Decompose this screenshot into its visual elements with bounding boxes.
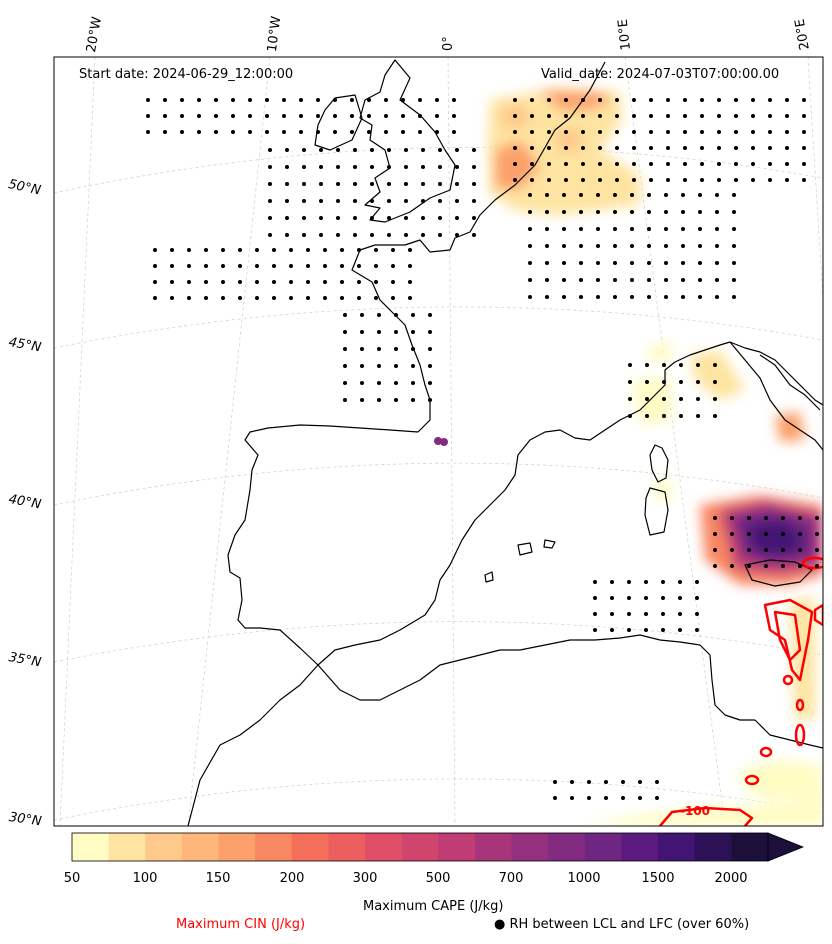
lon-label-10e: 10°E: [615, 18, 634, 52]
cb-tick-1000: 1000: [567, 871, 601, 886]
graticule: [54, 57, 823, 826]
colorbar-segment: [108, 833, 146, 861]
colorbar-segment: [328, 833, 366, 861]
colorbar-segment: [548, 833, 586, 861]
start-date-label: Start date: 2024-06-29_12:00:00: [79, 67, 294, 82]
colorbar-title: Maximum CAPE (J/kg): [363, 899, 504, 914]
colorbar-segment: [694, 833, 732, 861]
valid-date-label: Valid_date: 2024-07-03T07:00:00.00: [541, 67, 780, 82]
colorbar-segment: [218, 833, 256, 861]
cb-tick-500: 500: [425, 871, 451, 886]
colorbar-segment: [621, 833, 659, 861]
colorbar-segment: [365, 833, 403, 861]
rh-dots: [146, 98, 819, 800]
cin-legend-label: Maximum CIN (J/kg): [176, 917, 306, 932]
colorbar-segment: [584, 833, 622, 861]
colorbar-frame: [71, 832, 769, 862]
colorbar-extend-arrow: [767, 832, 805, 862]
colorbar-segment: [658, 833, 696, 861]
cape-shading: [434, 88, 823, 826]
cb-tick-700: 700: [498, 871, 524, 886]
colorbar-segment: [731, 833, 769, 861]
cb-tick-200: 200: [279, 871, 305, 886]
cb-tick-50: 50: [63, 871, 81, 886]
colorbar-segment: [438, 833, 476, 861]
lon-label-0: 0°: [441, 36, 456, 51]
cb-tick-100: 100: [132, 871, 158, 886]
colorbar-segment: [474, 833, 513, 861]
cape-colorbar: [71, 832, 805, 862]
cin-contour-label: -100: [680, 804, 710, 818]
colorbar-segment: [401, 833, 439, 861]
cb-tick-150: 150: [205, 871, 231, 886]
map-frame: [53, 56, 824, 827]
colorbar-segment: [181, 833, 220, 861]
colorbar-segment: [291, 833, 329, 861]
cin-contours: [659, 556, 823, 826]
cb-tick-1500: 1500: [641, 871, 675, 886]
colorbar-segment: [145, 833, 183, 861]
colorbar-segment: [72, 833, 110, 861]
cb-tick-300: 300: [352, 871, 378, 886]
cb-tick-2000: 2000: [714, 871, 748, 886]
colorbar-segment: [511, 833, 549, 861]
rh-legend-label: ● RH between LCL and LFC (over 60%): [494, 917, 750, 932]
colorbar-segment: [255, 833, 293, 861]
